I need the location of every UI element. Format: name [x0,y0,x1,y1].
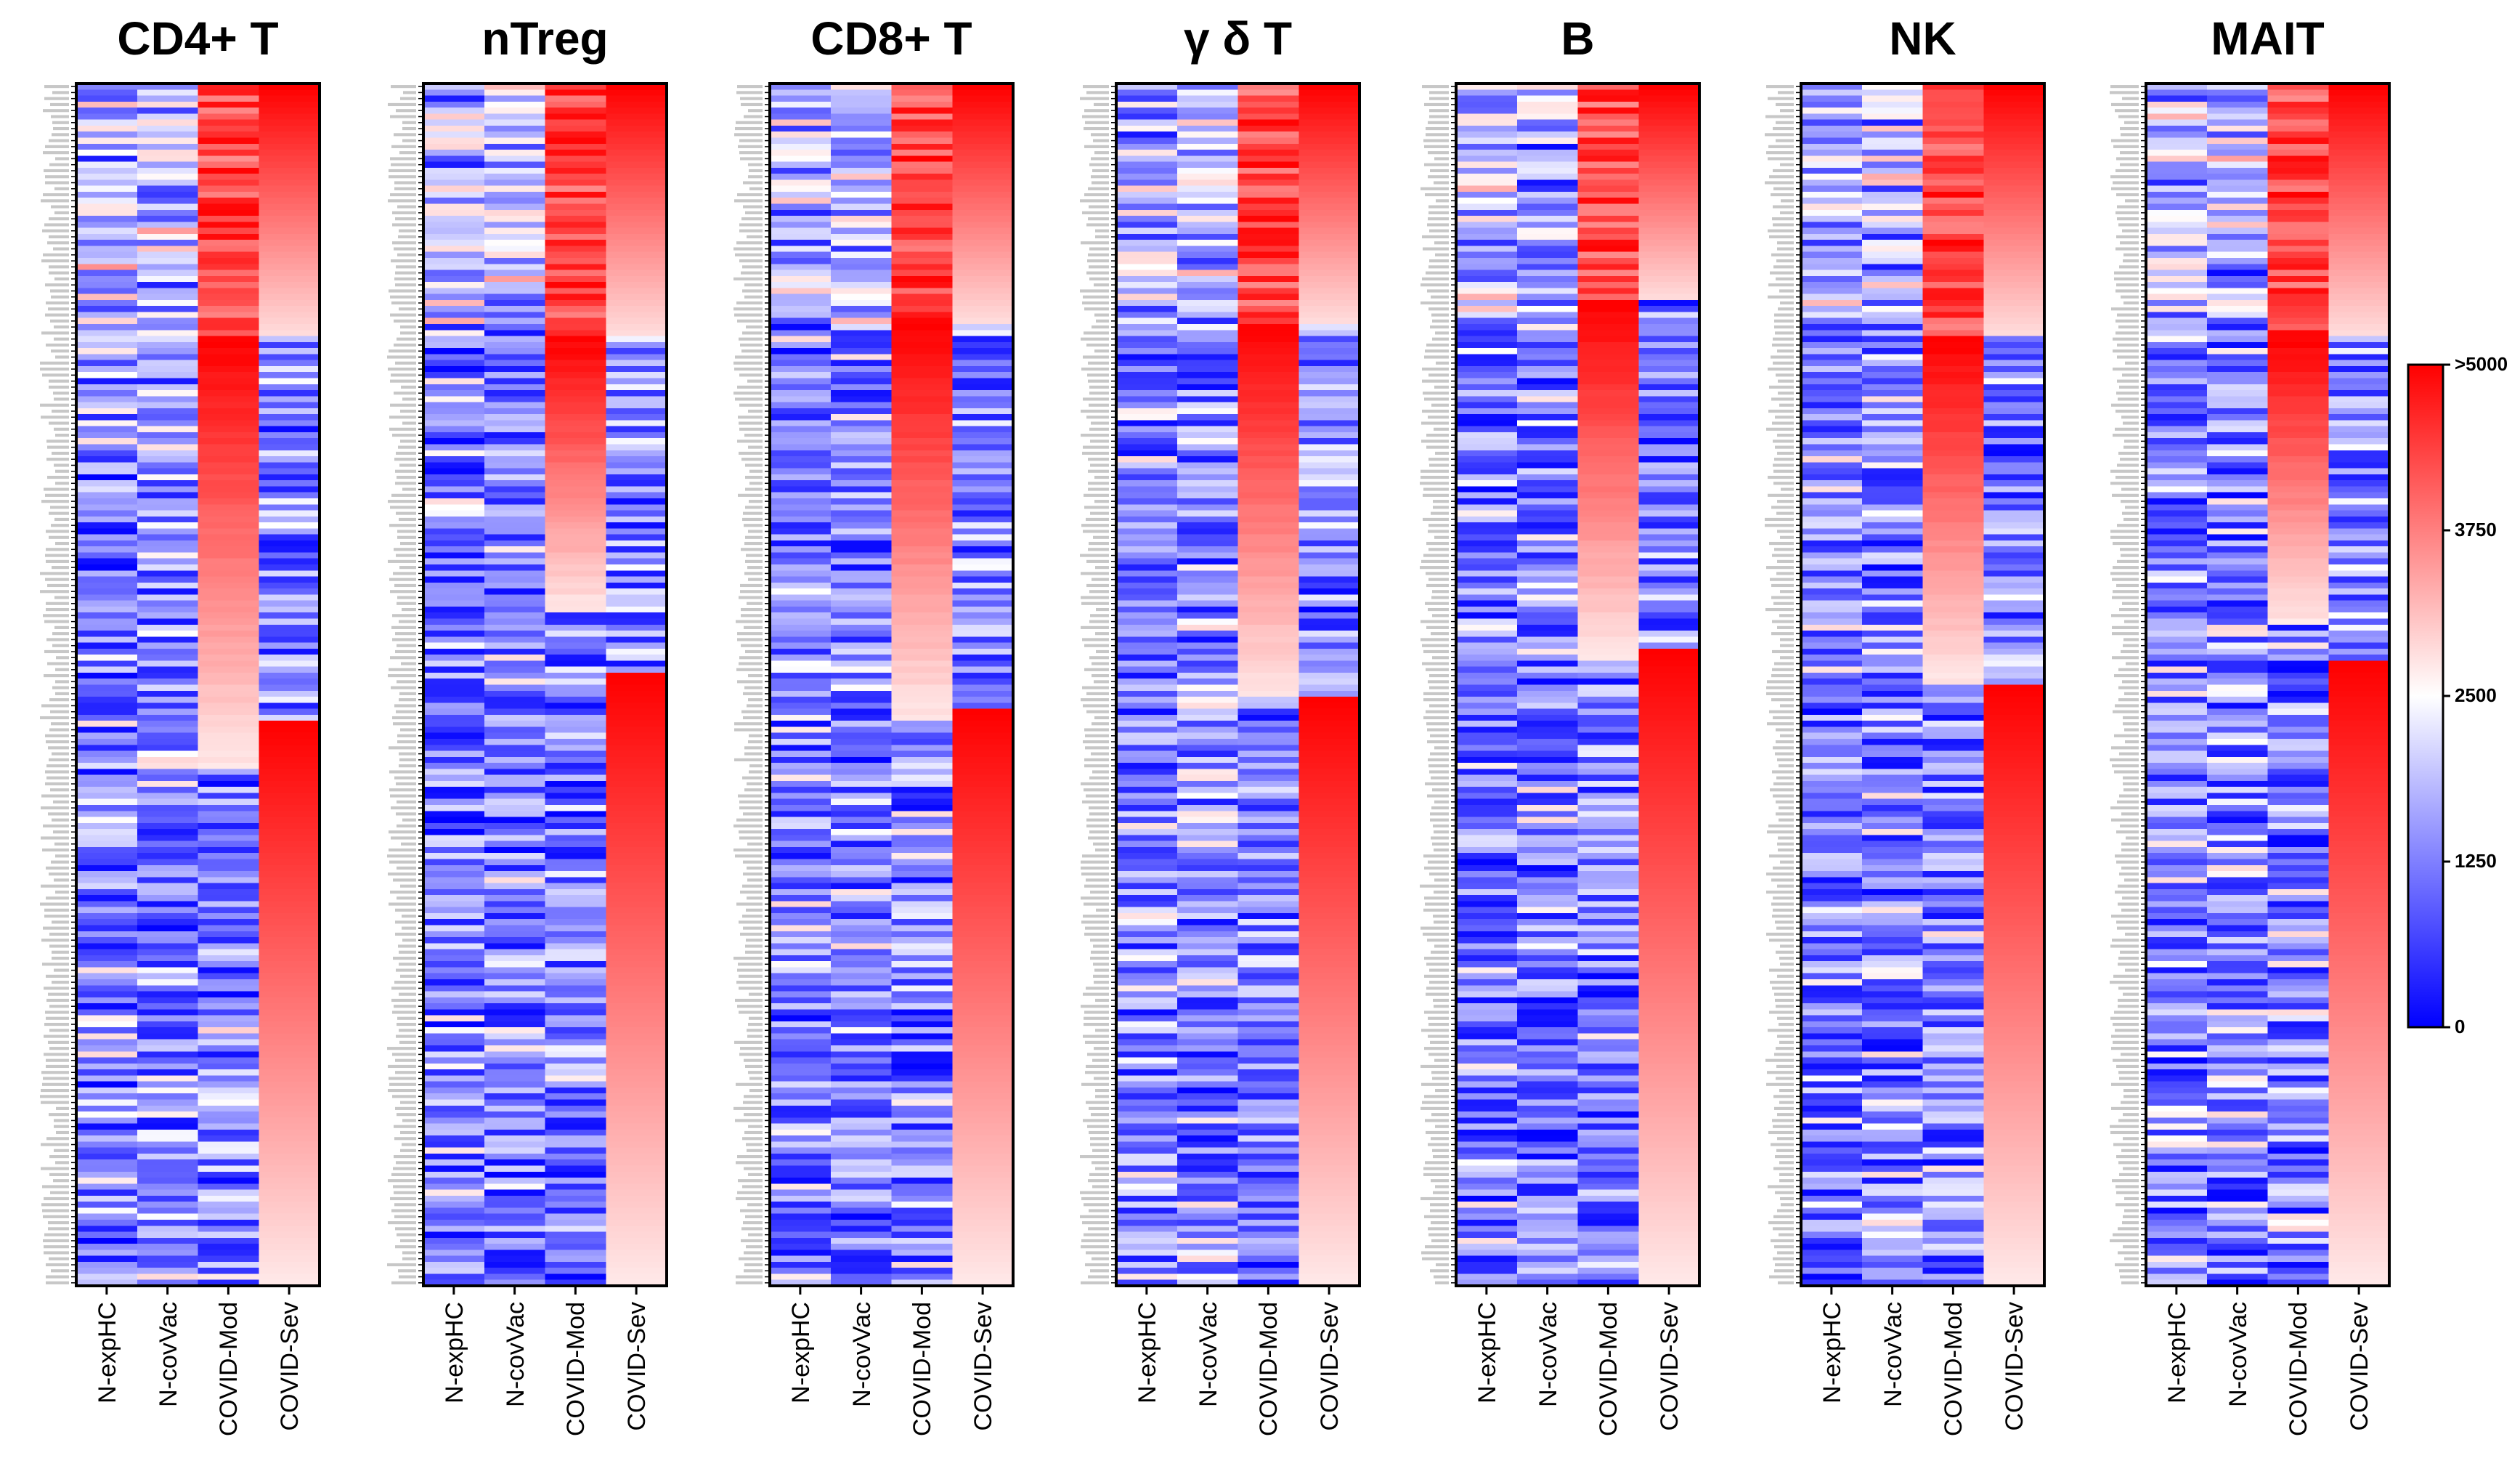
figure: { "chart_data": { "type": "heatmap", "pa… [0,0,2520,1446]
